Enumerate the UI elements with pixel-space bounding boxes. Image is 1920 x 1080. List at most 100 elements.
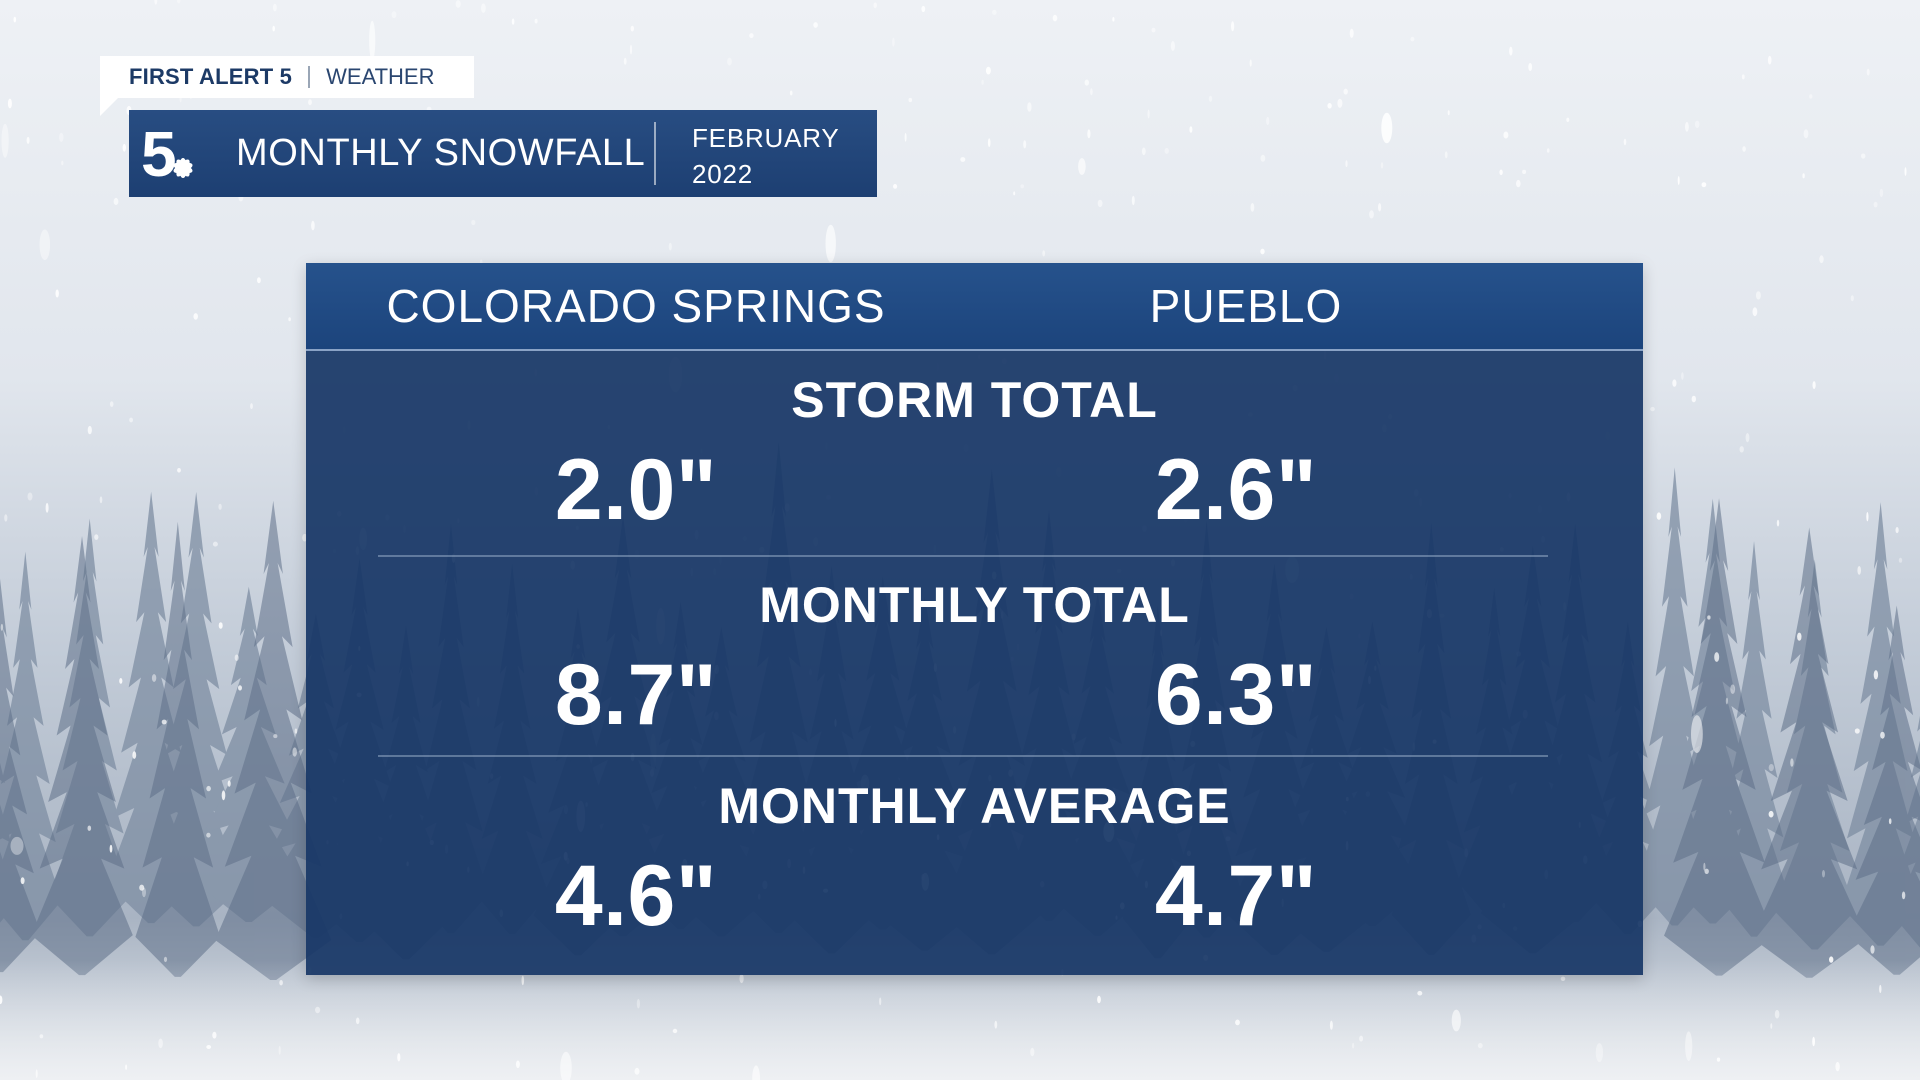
snowflake xyxy=(279,980,283,986)
snowflake xyxy=(1704,868,1709,874)
snowflake xyxy=(1819,255,1824,264)
snowflake xyxy=(1854,728,1860,734)
snowflake xyxy=(668,242,672,251)
snowflake xyxy=(904,132,907,142)
snowflake xyxy=(1812,381,1816,390)
tree-silhouette xyxy=(0,578,41,973)
snowflake xyxy=(55,289,59,298)
column-header-pueblo: PUEBLO xyxy=(1149,280,1343,332)
snowflake xyxy=(158,1038,163,1049)
snowflake xyxy=(672,1028,678,1034)
snowflake xyxy=(471,219,476,226)
snowflake xyxy=(176,0,181,4)
snowflake xyxy=(20,877,25,885)
snowflake xyxy=(154,0,158,5)
snowflake xyxy=(1776,519,1780,527)
snowflake xyxy=(1027,102,1032,112)
snowflake xyxy=(1141,147,1146,156)
snowflake xyxy=(278,1045,281,1055)
snowflake xyxy=(1231,21,1235,32)
tree-silhouette xyxy=(1751,527,1867,978)
snowflake xyxy=(1528,63,1533,71)
snowflake xyxy=(234,654,239,661)
snowflake xyxy=(629,44,633,55)
snowflake xyxy=(1266,116,1270,126)
snowflake xyxy=(206,832,211,838)
title-month: FEBRUARY xyxy=(692,123,840,153)
snowflake xyxy=(1895,527,1899,534)
column-header-colorado-springs: COLORADO SPRINGS xyxy=(386,280,886,332)
snowflake xyxy=(1861,153,1866,159)
snowflake xyxy=(921,5,926,13)
snowflake xyxy=(4,514,8,522)
brand-name: FIRST ALERT 5 xyxy=(129,64,293,89)
snowflake xyxy=(1381,112,1393,144)
tree-silhouette xyxy=(1664,498,1775,976)
snowflake xyxy=(534,18,538,24)
snowflake xyxy=(273,734,278,739)
snowflake xyxy=(1770,1023,1773,1029)
snowflake xyxy=(1741,74,1745,80)
tree-silhouette xyxy=(31,535,133,976)
snowflake xyxy=(308,99,312,106)
snowflake xyxy=(1752,307,1758,317)
snowflake xyxy=(1880,731,1885,739)
snowflake xyxy=(1866,512,1869,522)
snowflake xyxy=(161,719,167,725)
snowflake xyxy=(39,229,51,261)
snowflake xyxy=(1774,1009,1780,1019)
snowflake xyxy=(879,997,882,1006)
snowflake xyxy=(1170,41,1175,51)
snowflake xyxy=(1595,1043,1604,1063)
snowflake xyxy=(1714,652,1720,662)
snowflake xyxy=(87,825,92,831)
snowflake xyxy=(1249,59,1252,67)
snowflake xyxy=(1378,203,1382,212)
snowflake xyxy=(1703,862,1706,871)
row-divider xyxy=(378,555,1548,557)
snowflake xyxy=(1898,557,1903,563)
snowflake xyxy=(206,785,211,792)
snowflake xyxy=(1870,945,1875,954)
snowflake xyxy=(749,33,754,39)
snowflake xyxy=(1691,395,1697,403)
snowflake xyxy=(0,995,3,1005)
title-bar: 5 MONTHLY SNOWFALL FEBRUARY 2022 xyxy=(129,110,877,197)
snowflake xyxy=(1329,1020,1333,1030)
snowflake xyxy=(1745,433,1750,443)
snowflake xyxy=(634,1067,640,1075)
value-storm-total-colorado-springs: 2.0" xyxy=(554,442,718,538)
snowflake xyxy=(1677,176,1680,185)
snowflake xyxy=(311,220,315,231)
snowflake xyxy=(1359,1035,1364,1042)
snowflake xyxy=(515,1060,520,1069)
value-monthly-average-pueblo: 4.7" xyxy=(1154,848,1318,944)
snowflake xyxy=(139,884,145,891)
title-date: FEBRUARY 2022 xyxy=(692,120,840,192)
snowflake xyxy=(1090,88,1093,96)
snowflake xyxy=(272,3,277,12)
snowflake xyxy=(1755,291,1761,300)
snowflake xyxy=(1147,109,1150,119)
tree-silhouette xyxy=(215,500,332,980)
snowflake xyxy=(288,317,291,322)
snowflake xyxy=(315,1006,321,1014)
snowflake xyxy=(61,160,64,166)
snowflake xyxy=(1701,182,1707,188)
snowflake xyxy=(1499,169,1503,176)
snowflake xyxy=(994,1020,998,1029)
snowflake xyxy=(212,1031,217,1039)
row-divider xyxy=(378,755,1548,757)
snowflake xyxy=(27,492,33,501)
snowflake xyxy=(1337,98,1343,108)
snowflake xyxy=(1730,684,1736,694)
snowflake xyxy=(206,1045,212,1049)
snowflake xyxy=(26,136,30,144)
snowflake xyxy=(1866,68,1870,76)
snowflake xyxy=(560,1051,572,1080)
snowflake xyxy=(129,417,134,423)
snowflake xyxy=(985,66,991,75)
snowflake xyxy=(1685,121,1689,132)
snowfall-panel: COLORADO SPRINGS PUEBLO STORM TOTAL 2.0"… xyxy=(306,263,1643,975)
snowflake xyxy=(238,685,242,691)
